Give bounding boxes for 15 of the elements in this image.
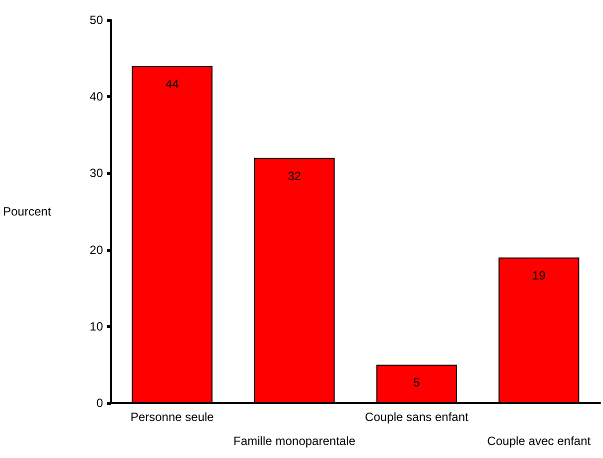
x-tick-label: Couple sans enfant <box>364 410 470 424</box>
y-tick-label: 40 <box>90 90 104 104</box>
y-tick-label: 20 <box>90 242 104 257</box>
x-tick-label: Couple avec enfant <box>487 434 592 448</box>
y-tick-label: 0 <box>96 396 104 410</box>
y-tick-label: 30 <box>90 166 104 180</box>
x-tick-label: Personne seule <box>130 410 214 424</box>
y-axis-title: Pourcent <box>3 204 52 218</box>
data-label: 44 <box>165 76 180 91</box>
data-label: 32 <box>288 168 302 183</box>
data-label: 19 <box>532 268 546 282</box>
y-tick-label: 10 <box>90 319 104 334</box>
x-tick-label: Famille monoparentale <box>233 434 356 448</box>
y-tick-label: 50 <box>90 13 104 27</box>
data-label: 5 <box>413 376 420 390</box>
